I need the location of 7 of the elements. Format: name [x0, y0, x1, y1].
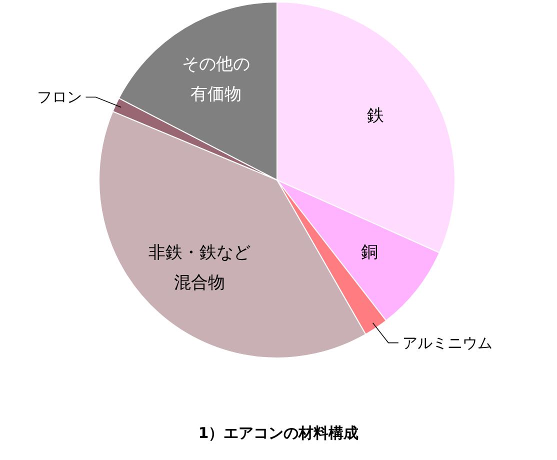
slice-label: 銅 — [360, 242, 378, 263]
slice-label: 鉄 — [367, 106, 384, 126]
slice-label: フロン — [36, 88, 82, 106]
slice-label: 非鉄・鉄など混合物 — [148, 243, 250, 294]
slice-label: アルミニウム — [402, 334, 492, 352]
slice-label: その他の有価物 — [182, 54, 250, 105]
text: 1）エアコンの材料構成 — [198, 424, 359, 442]
